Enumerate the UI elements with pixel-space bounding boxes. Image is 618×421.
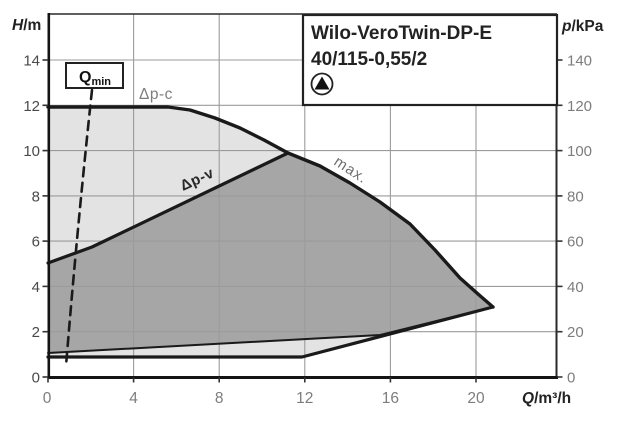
bottom-axis-unit: /m³/h [534,390,571,407]
left-tick: 2 [32,324,40,341]
left-axis-symbol: H [12,17,24,34]
right-tick: 0 [567,370,575,387]
qmin-label-sub: min [91,76,111,88]
bottom-tick: 12 [296,390,313,407]
title-box-frame [301,13,559,107]
qmin-label: Qmin [79,69,111,88]
left-tick: 0 [32,370,40,387]
setting-ranges [48,107,493,357]
qmin-label-main: Q [79,69,91,86]
right-tick: 60 [567,234,584,251]
right-axis-title: p/kPa [561,18,604,35]
dp-c-label: Δp-c [139,86,173,103]
dp-c-range-lower-sliver [48,307,493,357]
right-tick: 140 [567,53,592,70]
pump-icon [310,72,334,96]
qmin-callout: Qmin [65,62,124,89]
dp-v-range-area [48,153,493,353]
bottom-tick: 16 [382,390,399,407]
right-tick: 20 [567,324,584,341]
pump-model-size: 40/115-0,55/2 [311,49,427,70]
pump-model-name: Wilo-VeroTwin-DP-E [311,23,492,44]
right-axis-unit: /kPa [571,18,603,35]
bottom-tick: 20 [467,390,485,407]
left-axis-title: H/m [12,17,41,34]
left-axis-unit: /m [23,17,41,34]
right-tick: 40 [567,279,584,296]
bottom-axis-tick-labels: 0 4 8 12 16 20 [43,390,485,407]
right-tick: 100 [567,143,592,160]
dp-c-range-upper-area [48,107,288,263]
left-tick: 12 [23,98,40,115]
qmin-line [64,88,94,368]
bottom-axis-title: Q/m³/h [522,390,571,407]
right-tick: 120 [567,98,592,115]
bottom-tick: 4 [129,390,138,407]
left-tick: 6 [32,234,40,251]
left-tick: 14 [23,53,40,70]
left-axis-tick-labels: 0 2 4 6 8 10 12 14 [23,53,40,387]
min-curve [46,305,495,359]
left-tick: 4 [32,279,40,296]
qmin-box [65,62,124,89]
right-axis-tick-labels: 0 20 40 60 80 100 120 140 [567,53,592,387]
dp-v-curve [46,151,290,265]
right-axis-symbol: p [561,18,571,35]
axis-ticks [42,59,563,383]
title-box: Wilo-VeroTwin-DP-E 40/115-0,55/2 [301,13,559,107]
left-tick: 8 [32,188,40,205]
bottom-tick: 0 [43,390,52,407]
max-curve [46,105,495,309]
right-tick: 80 [567,188,584,205]
bottom-axis-symbol: Q [522,390,534,407]
bottom-tick: 8 [215,390,224,407]
curves [46,88,495,368]
left-tick: 10 [23,143,40,160]
